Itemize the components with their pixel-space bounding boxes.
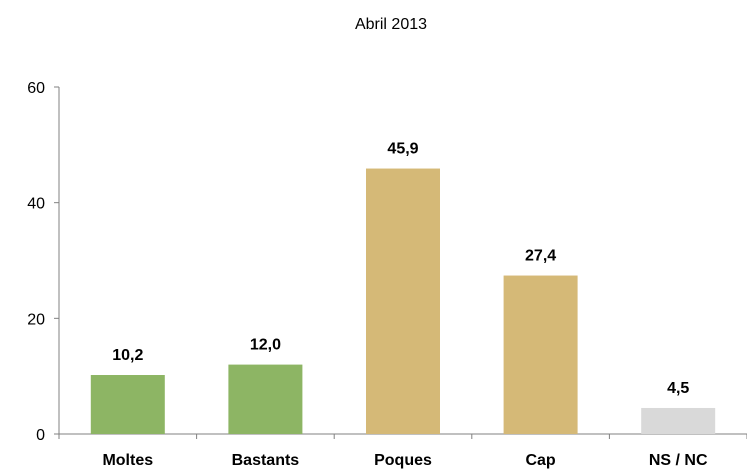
bar-cap <box>503 275 578 434</box>
bar-moltes <box>90 375 165 434</box>
data-label: 4,5 <box>667 380 689 397</box>
bars: 10,2 Moltes 12,0 Bastants 45,9 Poques 27,4 Cap 4… <box>90 141 716 469</box>
x-tick-label: Moltes <box>102 452 153 469</box>
bar-ns-nc <box>641 407 716 434</box>
axes: 0 20 40 60 <box>27 80 747 444</box>
bar-poques <box>366 168 440 435</box>
x-tick-label: Poques <box>374 452 432 469</box>
data-label: 12,0 <box>250 337 281 354</box>
x-tick-label: Bastants <box>232 452 300 469</box>
data-label: 27,4 <box>525 248 556 265</box>
y-tick-label: 0 <box>36 427 45 444</box>
data-label: 45,9 <box>387 141 418 158</box>
data-label: 10,2 <box>112 347 143 364</box>
bar-bastants <box>228 364 303 434</box>
y-tick-label: 20 <box>27 311 45 328</box>
chart-title: Abril 2013 <box>355 16 427 33</box>
y-tick-label: 60 <box>27 80 45 97</box>
y-tick-label: 40 <box>27 196 45 213</box>
x-tick-label: Cap <box>525 452 555 469</box>
x-tick-label: NS / NC <box>649 452 708 469</box>
